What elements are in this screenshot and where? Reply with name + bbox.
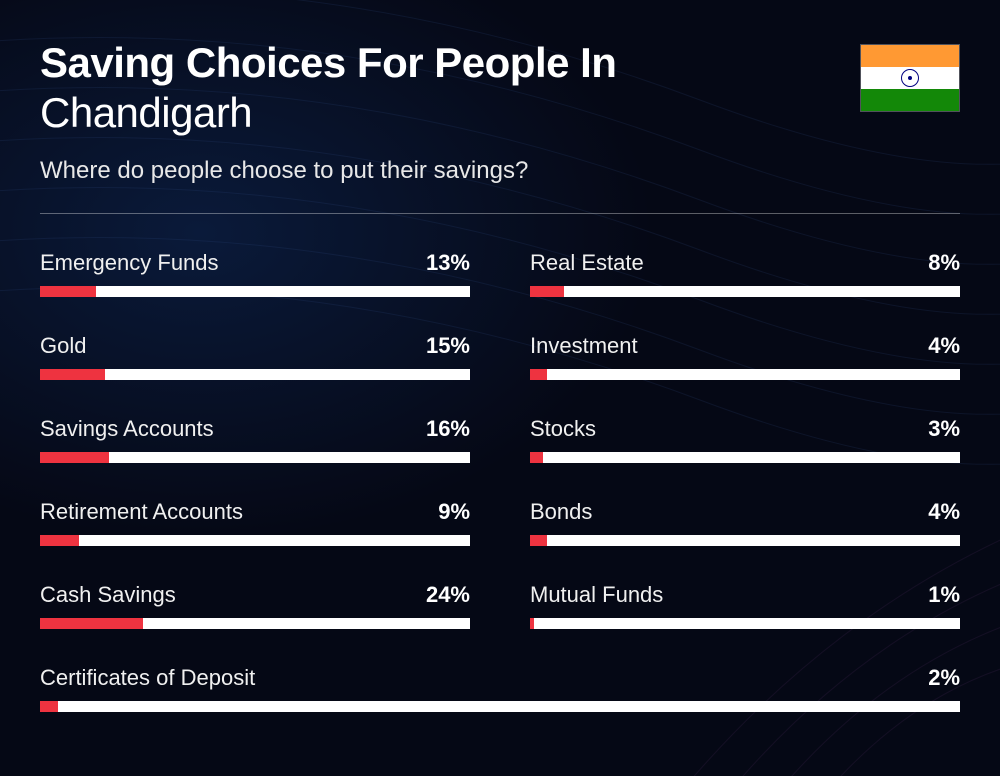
bar-label: Certificates of Deposit <box>40 665 255 691</box>
title-block: Saving Choices For People In Chandigarh … <box>40 40 860 185</box>
bar-item: Real Estate 8% <box>530 250 960 297</box>
bar-label: Emergency Funds <box>40 250 219 276</box>
bar-header: Mutual Funds 1% <box>530 582 960 608</box>
bar-value: 13% <box>426 250 470 276</box>
india-flag-icon <box>860 44 960 112</box>
bar-track <box>530 618 960 629</box>
bar-value: 4% <box>928 499 960 525</box>
bar-fill <box>530 286 564 297</box>
bar-value: 15% <box>426 333 470 359</box>
bar-fill <box>40 701 58 712</box>
bar-track <box>40 618 470 629</box>
bar-value: 4% <box>928 333 960 359</box>
bar-header: Emergency Funds 13% <box>40 250 470 276</box>
bar-item: Mutual Funds 1% <box>530 582 960 629</box>
flag-white-stripe <box>861 67 959 89</box>
bar-track <box>40 452 470 463</box>
ashoka-chakra-icon <box>901 69 919 87</box>
bar-value: 9% <box>438 499 470 525</box>
flag-saffron-stripe <box>861 45 959 67</box>
bar-fill <box>40 369 105 380</box>
bar-label: Cash Savings <box>40 582 176 608</box>
bar-label: Mutual Funds <box>530 582 663 608</box>
bar-value: 16% <box>426 416 470 442</box>
title-line-1: Saving Choices For People In <box>40 40 860 86</box>
bar-track <box>530 452 960 463</box>
bar-item: Gold 15% <box>40 333 470 380</box>
bar-track <box>530 535 960 546</box>
bar-label: Savings Accounts <box>40 416 214 442</box>
bar-label: Gold <box>40 333 86 359</box>
bar-header: Retirement Accounts 9% <box>40 499 470 525</box>
bar-item: Investment 4% <box>530 333 960 380</box>
bar-label: Stocks <box>530 416 596 442</box>
bar-track <box>530 369 960 380</box>
bar-header: Investment 4% <box>530 333 960 359</box>
bars-grid: Emergency Funds 13% Real Estate 8% Gold 15% In… <box>40 250 960 712</box>
bar-value: 3% <box>928 416 960 442</box>
bar-header: Real Estate 8% <box>530 250 960 276</box>
bar-fill <box>530 535 547 546</box>
bar-fill <box>530 452 543 463</box>
bar-track <box>40 369 470 380</box>
bar-fill <box>40 618 143 629</box>
bar-item: Certificates of Deposit 2% <box>40 665 960 712</box>
bar-header: Bonds 4% <box>530 499 960 525</box>
bar-item: Retirement Accounts 9% <box>40 499 470 546</box>
bar-header: Savings Accounts 16% <box>40 416 470 442</box>
bar-header: Cash Savings 24% <box>40 582 470 608</box>
bar-header: Stocks 3% <box>530 416 960 442</box>
flag-green-stripe <box>861 89 959 111</box>
bar-fill <box>40 452 109 463</box>
bar-item: Stocks 3% <box>530 416 960 463</box>
bar-track <box>40 701 960 712</box>
bar-fill <box>40 286 96 297</box>
bar-label: Retirement Accounts <box>40 499 243 525</box>
bar-value: 2% <box>928 665 960 691</box>
bar-value: 1% <box>928 582 960 608</box>
bar-fill <box>530 369 547 380</box>
bar-item: Bonds 4% <box>530 499 960 546</box>
bar-header: Gold 15% <box>40 333 470 359</box>
bar-label: Investment <box>530 333 638 359</box>
title-line-2: Chandigarh <box>40 88 860 138</box>
bar-value: 24% <box>426 582 470 608</box>
bar-label: Real Estate <box>530 250 644 276</box>
bar-label: Bonds <box>530 499 592 525</box>
bar-track <box>40 286 470 297</box>
header: Saving Choices For People In Chandigarh … <box>40 40 960 185</box>
bar-item: Emergency Funds 13% <box>40 250 470 297</box>
bar-value: 8% <box>928 250 960 276</box>
bar-track <box>40 535 470 546</box>
bar-header: Certificates of Deposit 2% <box>40 665 960 691</box>
bar-fill <box>530 618 534 629</box>
bar-item: Cash Savings 24% <box>40 582 470 629</box>
bar-item: Savings Accounts 16% <box>40 416 470 463</box>
subtitle: Where do people choose to put their savi… <box>40 157 860 185</box>
divider <box>40 213 960 214</box>
bar-track <box>530 286 960 297</box>
bar-fill <box>40 535 79 546</box>
